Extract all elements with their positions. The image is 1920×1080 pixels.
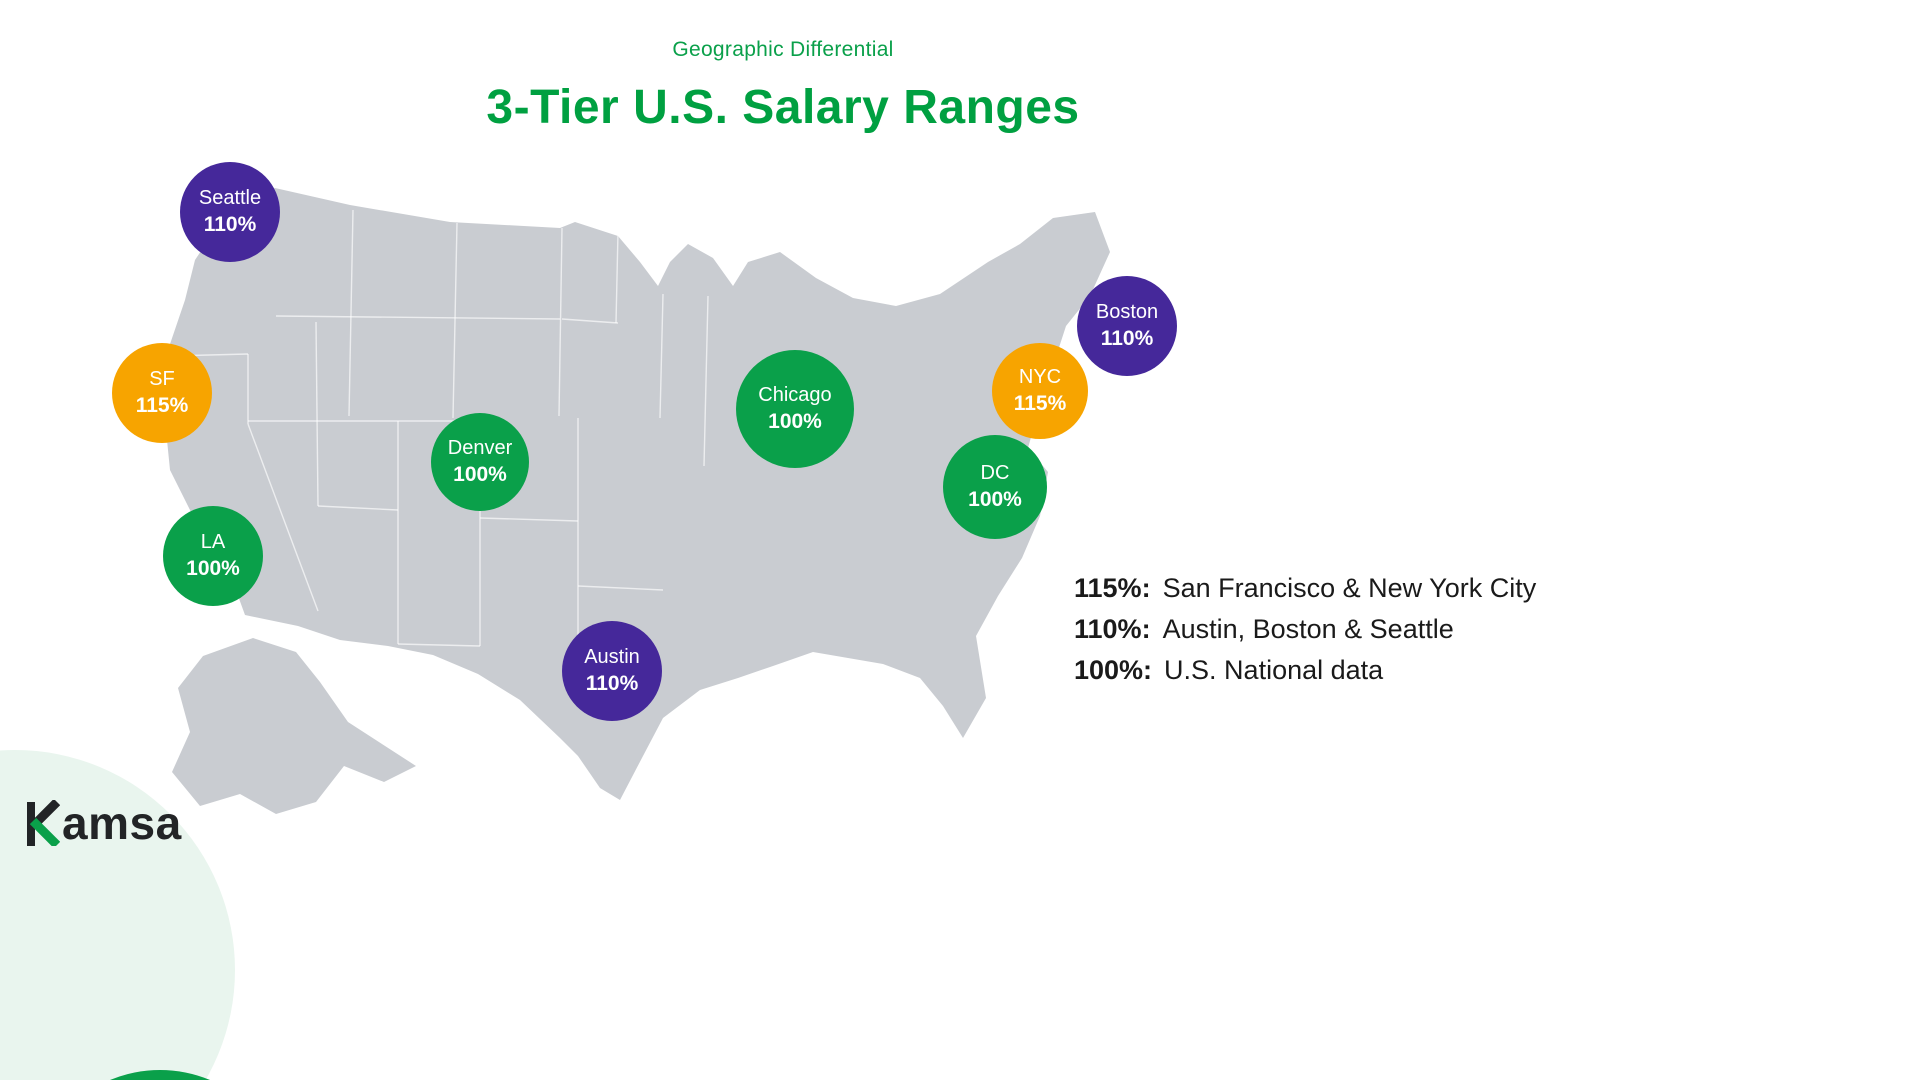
city-marker-denver: Denver 100% [431, 413, 529, 511]
eyebrow-label: Geographic Differential [672, 38, 894, 61]
city-marker-nyc: NYC 115% [992, 343, 1088, 439]
city-marker-chicago: Chicago 100% [736, 350, 854, 468]
city-label: Chicago [758, 383, 832, 406]
legend-pct: 115%: [1074, 573, 1151, 603]
state-borders [169, 209, 709, 666]
contiguous-us-shape [165, 188, 1110, 800]
kamsa-logo: amsa [26, 800, 182, 846]
legend-item: 115%: San Francisco & New York City [1074, 568, 1536, 609]
city-marker-boston: Boston 110% [1077, 276, 1177, 376]
city-value: 100% [453, 462, 507, 486]
legend-item: 110%: Austin, Boston & Seattle [1074, 609, 1536, 650]
kamsa-k-icon [27, 800, 60, 846]
city-value: 110% [585, 671, 639, 695]
legend: 115%: San Francisco & New York City 110%:… [1074, 568, 1536, 691]
us-map [165, 188, 1110, 814]
city-label: Denver [447, 436, 513, 459]
legend-item: 100%: U.S. National data [1074, 650, 1536, 691]
city-label: Austin [584, 645, 640, 668]
logo-text: amsa [62, 797, 182, 849]
legend-desc: Austin, Boston & Seattle [1162, 614, 1454, 644]
city-label: DC [980, 461, 1010, 484]
corner-green-arc [30, 1070, 290, 1080]
city-value: 110% [1100, 326, 1154, 350]
legend-pct: 110%: [1074, 614, 1151, 644]
city-value: 115% [1013, 391, 1067, 415]
city-value: 100% [768, 409, 822, 433]
header: Geographic Differential 3-Tier U.S. Sala… [0, 38, 1566, 135]
city-label: LA [200, 530, 226, 553]
city-label: NYC [1018, 365, 1062, 388]
city-marker-austin: Austin 110% [562, 621, 662, 721]
city-value: 110% [203, 212, 257, 236]
city-marker-seattle: Seattle 110% [180, 162, 280, 262]
city-value: 100% [968, 487, 1022, 511]
city-value: 100% [186, 556, 240, 580]
alaska-shape [172, 638, 416, 814]
city-value: 115% [135, 393, 189, 417]
city-marker-dc: DC 100% [943, 435, 1047, 539]
page-title: 3-Tier U.S. Salary Ranges [486, 81, 1080, 134]
legend-pct: 100%: [1074, 655, 1153, 685]
city-label: Boston [1095, 300, 1159, 323]
us-map-container [148, 166, 1188, 816]
city-label: SF [149, 367, 175, 390]
city-marker-la: LA 100% [163, 506, 263, 606]
city-marker-sf: SF 115% [112, 343, 212, 443]
city-label: Seattle [198, 186, 262, 209]
legend-desc: San Francisco & New York City [1162, 573, 1537, 603]
legend-desc: U.S. National data [1164, 655, 1384, 685]
